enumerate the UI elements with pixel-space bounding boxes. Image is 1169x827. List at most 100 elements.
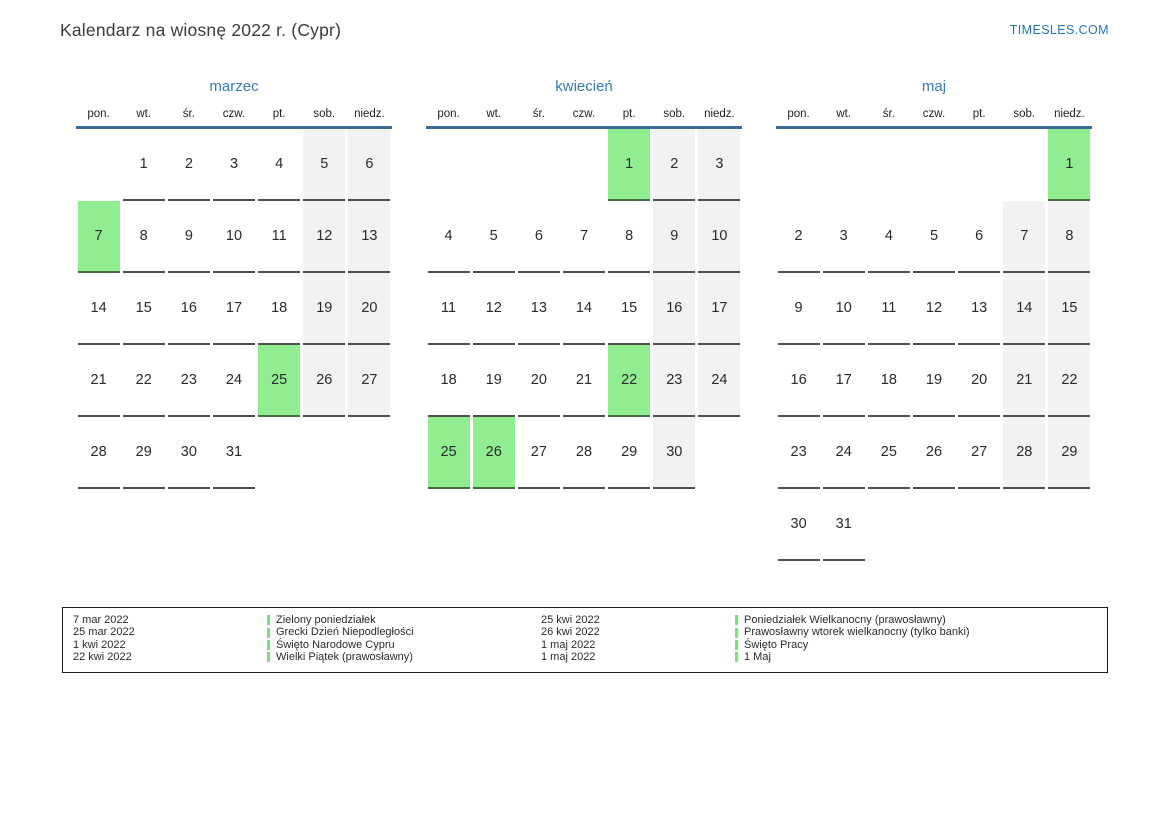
calendar-day: 26 [302,345,347,417]
day-number: 8 [1048,201,1091,273]
calendar-day: 20 [347,273,392,345]
legend-holiday-name: Poniedziałek Wielkanocny (prawosławny) [744,614,946,626]
day-number: 18 [258,273,301,345]
day-number: 25 [427,417,470,489]
calendar-day-empty [257,417,302,489]
day-number [913,129,955,201]
day-number [868,489,910,561]
day-number: 20 [517,345,560,417]
calendar-day: 3 [821,201,866,273]
calendar-day: 12 [471,273,516,345]
day-number [563,129,605,201]
day-number: 2 [167,129,210,201]
calendar-day: 22 [607,345,652,417]
day-number: 18 [427,345,470,417]
day-number: 3 [212,129,256,201]
weekday-header: śr. [882,108,895,120]
calendar-day-empty [516,129,561,201]
month-title: kwiecień [555,78,613,95]
weekday-header: pt. [972,108,986,120]
day-number: 17 [822,345,865,417]
holiday-marker-bar [735,615,738,626]
calendar-day-empty [347,417,392,489]
day-number: 6 [348,129,391,201]
day-number [913,489,955,561]
day-number: 21 [1003,345,1046,417]
day-number: 22 [1048,345,1091,417]
day-number: 7 [77,201,120,273]
calendar-day: 14 [561,273,606,345]
calendar-day: 6 [347,129,392,201]
day-number: 16 [777,345,820,417]
legend-entry: Poniedziałek Wielkanocny (prawosławny) [735,614,1099,626]
day-number: 30 [777,489,820,561]
day-number: 25 [258,345,301,417]
calendar-day: 15 [121,273,166,345]
day-number: 23 [167,345,210,417]
site-link[interactable]: TIMESLES.COM [1009,23,1109,37]
day-number: 26 [912,417,956,489]
day-number: 4 [258,129,301,201]
calendar-day: 12 [911,273,956,345]
day-number [518,129,560,201]
day-number: 16 [167,273,210,345]
day-number: 30 [653,417,696,489]
calendar-day: 27 [347,345,392,417]
day-number: 7 [562,201,606,273]
weekday-header: czw. [922,108,946,120]
calendar-day-empty [957,489,1002,561]
calendar-day: 11 [257,201,302,273]
page-title: Kalendarz na wiosnę 2022 r. (Cypr) [60,20,342,40]
day-number: 17 [698,273,741,345]
legend-holiday-name: Grecki Dzień Niepodległości [276,626,414,639]
legend-holiday-name: Święto Narodowe Cypru [276,638,395,651]
calendar-day: 20 [957,345,1002,417]
calendar-day: 16 [652,273,697,345]
day-number: 29 [122,417,165,489]
day-number: 21 [562,345,606,417]
calendar-day: 18 [257,273,302,345]
week-row: 28 29 30 31 [76,417,392,489]
day-number: 10 [822,273,865,345]
legend-entry: Prawosławny wtorek wielkanocny (tylko ba… [735,626,1099,638]
day-number: 2 [777,201,820,273]
calendar-day: 17 [211,273,256,345]
calendar-day: 22 [121,345,166,417]
legend: 7 mar 2022 25 mar 2022 1 kwi 2022 22 kwi 20… [62,607,1108,673]
day-number: 5 [472,201,515,273]
holiday-marker-bar [735,640,738,651]
calendar-day: 29 [121,417,166,489]
calendar-day-empty [76,129,121,201]
day-number: 28 [562,417,606,489]
month-calendar-kwiecien: kwiecień pon. wt. śr. czw. pt. sob. niedz. 1 2 3 4 5… [426,78,742,561]
day-number: 29 [608,417,651,489]
day-number [958,489,1000,561]
calendar-day: 6 [516,201,561,273]
day-number: 9 [777,273,820,345]
weekday-header: czw. [572,108,596,120]
day-number: 15 [608,273,651,345]
legend-date-column-2: 25 kwi 2022 26 kwi 2022 1 maj 2022 1 maj 20… [541,614,735,664]
day-number: 13 [348,201,391,273]
calendar-day: 3 [211,129,256,201]
week-row: 25 26 27 28 29 30 [426,417,742,489]
calendar-day: 25 [866,417,911,489]
calendar-day-empty [561,129,606,201]
legend-date: 25 kwi 2022 [541,614,600,626]
holiday-marker-bar [267,627,270,638]
calendar-day-empty [821,129,866,201]
calendar-day: 21 [1002,345,1047,417]
calendar-day: 13 [957,273,1002,345]
weeks-grid: 1 2 3 4 5 6 7 8 9 10 11 12 13 14 15 16 17 18 19 20 21 22 23 24 2… [76,129,392,489]
day-number: 24 [212,345,256,417]
day-number [348,417,390,489]
legend-date: 7 mar 2022 [73,614,129,626]
calendar-day: 5 [302,129,347,201]
calendar-day: 10 [821,273,866,345]
day-number: 27 [958,417,1001,489]
day-number: 30 [167,417,210,489]
calendar-day: 4 [866,201,911,273]
legend-date: 1 maj 2022 [541,651,596,664]
day-number: 4 [427,201,470,273]
week-row: 30 31 [776,489,1092,561]
